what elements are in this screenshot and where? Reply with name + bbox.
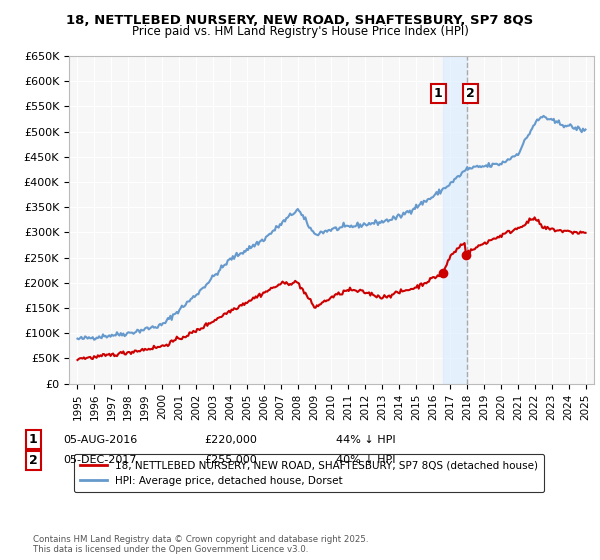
- Text: Contains HM Land Registry data © Crown copyright and database right 2025.
This d: Contains HM Land Registry data © Crown c…: [33, 535, 368, 554]
- Text: 05-AUG-2016: 05-AUG-2016: [63, 435, 137, 445]
- Bar: [443, 56, 467, 384]
- Legend: 18, NETTLEBED NURSERY, NEW ROAD, SHAFTESBURY, SP7 8QS (detached house), HPI: Ave: 18, NETTLEBED NURSERY, NEW ROAD, SHAFTES…: [74, 454, 544, 492]
- Text: Price paid vs. HM Land Registry's House Price Index (HPI): Price paid vs. HM Land Registry's House …: [131, 25, 469, 38]
- Text: 18, NETTLEBED NURSERY, NEW ROAD, SHAFTESBURY, SP7 8QS: 18, NETTLEBED NURSERY, NEW ROAD, SHAFTES…: [67, 14, 533, 27]
- Text: 2: 2: [29, 454, 37, 467]
- Text: £255,000: £255,000: [204, 455, 257, 465]
- Text: 1: 1: [29, 433, 37, 446]
- Text: 44% ↓ HPI: 44% ↓ HPI: [336, 435, 395, 445]
- Text: £220,000: £220,000: [204, 435, 257, 445]
- Text: 2: 2: [466, 87, 475, 100]
- Text: 40% ↓ HPI: 40% ↓ HPI: [336, 455, 395, 465]
- Text: 1: 1: [434, 87, 443, 100]
- Text: 05-DEC-2017: 05-DEC-2017: [63, 455, 137, 465]
